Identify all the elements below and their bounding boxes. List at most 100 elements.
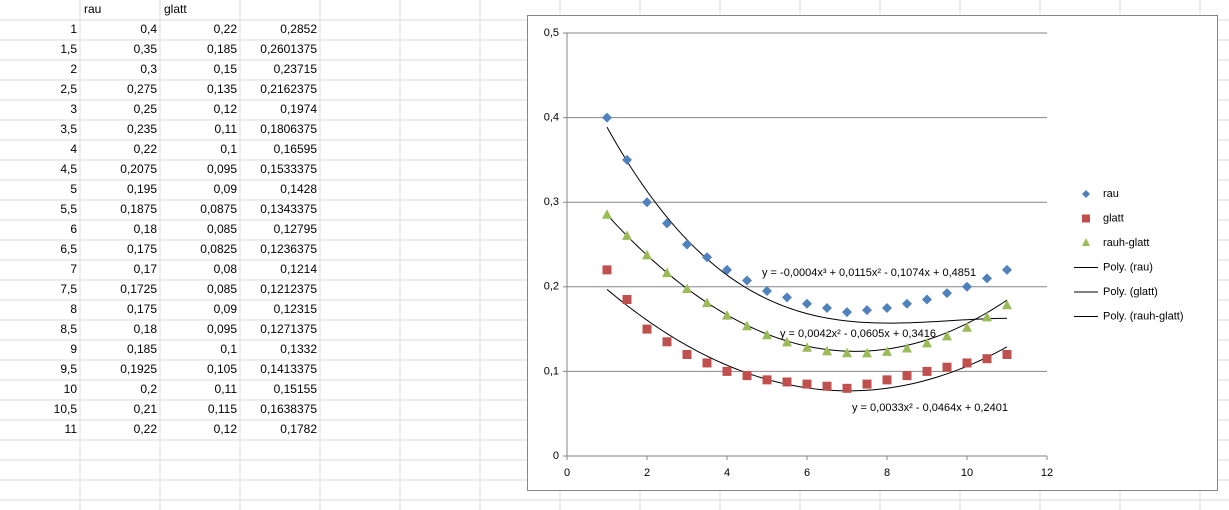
cell[interactable]: 0,085 — [207, 222, 237, 236]
cell[interactable]: 9 — [70, 342, 77, 356]
marker — [942, 330, 952, 341]
cell[interactable]: 0,175 — [127, 242, 157, 256]
cell[interactable]: 0,2075 — [120, 162, 157, 176]
cell[interactable]: 0,25 — [134, 102, 158, 116]
cell[interactable]: 0,15155 — [274, 382, 318, 396]
cell[interactable]: 0,2852 — [280, 22, 317, 36]
cell[interactable]: 3,5 — [60, 122, 77, 136]
cell[interactable]: 0,08 — [214, 262, 238, 276]
cell[interactable]: 0,1332 — [280, 342, 317, 356]
cell[interactable]: 0,275 — [127, 82, 157, 96]
cell[interactable]: 0,095 — [207, 322, 237, 336]
cell[interactable]: 0,1638375 — [260, 402, 317, 416]
cell[interactable]: 0,1343375 — [260, 202, 317, 216]
cell[interactable]: 0,1 — [220, 342, 237, 356]
cell[interactable]: 0,15 — [214, 62, 238, 76]
cell[interactable]: 1,5 — [60, 42, 77, 56]
cell[interactable]: 0,3 — [140, 62, 157, 76]
cell[interactable]: 5 — [70, 182, 77, 196]
cell[interactable]: 0,1236375 — [260, 242, 317, 256]
cell[interactable]: 0,1428 — [280, 182, 317, 196]
cell[interactable]: 0,16595 — [274, 142, 318, 156]
cell[interactable]: 0,175 — [127, 302, 157, 316]
header-cell[interactable]: rau — [84, 2, 101, 16]
cell[interactable]: 0,23715 — [274, 62, 318, 76]
marker — [662, 267, 672, 278]
cell[interactable]: 10,5 — [54, 402, 78, 416]
cell[interactable]: 0,09 — [214, 182, 238, 196]
x-tick-label: 10 — [961, 467, 973, 479]
cell[interactable]: 0,185 — [207, 42, 237, 56]
cell[interactable]: 0,1413375 — [260, 362, 317, 376]
cell[interactable]: 0,12795 — [274, 222, 318, 236]
cell[interactable]: 0,1725 — [120, 282, 157, 296]
cell[interactable]: 0,11 — [215, 382, 238, 396]
cell[interactable]: 0,1875 — [120, 202, 157, 216]
marker — [902, 298, 912, 309]
cell[interactable]: 0,18 — [134, 222, 158, 236]
cell[interactable]: 0,1 — [220, 142, 237, 156]
cell[interactable]: 0,2162375 — [260, 82, 317, 96]
cell[interactable]: 0,085 — [207, 282, 237, 296]
marker — [702, 358, 712, 368]
cell[interactable]: 0,11 — [215, 122, 238, 136]
cell[interactable]: 4,5 — [60, 162, 77, 176]
cell[interactable]: 0,115 — [208, 402, 237, 416]
cell[interactable]: 0,195 — [127, 182, 157, 196]
cell[interactable]: 0,18 — [134, 322, 158, 336]
cell[interactable]: 0,1214 — [280, 262, 317, 276]
cell[interactable]: 0,1782 — [280, 422, 317, 436]
cell[interactable]: 7 — [70, 262, 77, 276]
cell[interactable]: 0,21 — [134, 402, 158, 416]
header-cell[interactable]: glatt — [164, 2, 187, 16]
cell[interactable]: 4 — [70, 142, 77, 156]
cell[interactable]: 0,105 — [207, 362, 237, 376]
cell[interactable]: 0,135 — [207, 82, 237, 96]
cell[interactable]: 3 — [70, 102, 77, 116]
cell[interactable]: 9,5 — [60, 362, 77, 376]
cell[interactable]: 0,4 — [140, 22, 157, 36]
cell[interactable]: 7,5 — [60, 282, 77, 296]
marker — [742, 275, 752, 286]
cell[interactable]: 8,5 — [60, 322, 77, 336]
cell[interactable]: 8 — [70, 302, 77, 316]
cell[interactable]: 0,1806375 — [260, 122, 317, 136]
cell[interactable]: 0,1212375 — [260, 282, 317, 296]
cell[interactable]: 0,22 — [214, 22, 238, 36]
cell[interactable]: 0,1974 — [280, 102, 317, 116]
cell[interactable]: 6,5 — [60, 242, 77, 256]
cell[interactable]: 0,12 — [214, 422, 238, 436]
marker — [642, 249, 652, 260]
cell[interactable]: 0,0825 — [200, 242, 237, 256]
cell[interactable]: 6 — [70, 222, 77, 236]
cell[interactable]: 0,1271375 — [260, 322, 317, 336]
cell[interactable]: 0,12 — [214, 102, 238, 116]
cell[interactable]: 2,5 — [60, 82, 77, 96]
marker — [722, 264, 732, 275]
marker — [962, 358, 972, 368]
cell[interactable]: 0,2601375 — [260, 42, 317, 56]
cell[interactable]: 10 — [64, 382, 78, 396]
cell[interactable]: 0,185 — [127, 342, 157, 356]
marker — [722, 366, 732, 376]
cell[interactable]: 0,1925 — [120, 362, 157, 376]
cell[interactable]: 0,09 — [214, 302, 238, 316]
cell[interactable]: 5,5 — [60, 202, 77, 216]
marker — [882, 302, 892, 313]
marker — [922, 337, 932, 348]
cell[interactable]: 0,22 — [134, 142, 158, 156]
cell[interactable]: 0,2 — [140, 382, 157, 396]
cell[interactable]: 2 — [70, 62, 77, 76]
cell[interactable]: 0,235 — [127, 122, 157, 136]
cell[interactable]: 0,22 — [134, 422, 158, 436]
cell[interactable]: 0,095 — [207, 162, 237, 176]
cell[interactable]: 11 — [65, 422, 78, 436]
cell[interactable]: 0,1533375 — [260, 162, 317, 176]
chart[interactable]: 0 0,1 0,2 0,3 0,4 0,5 0 2 4 6 8 10 12 y = -0,0004x³ +… — [527, 15, 1218, 491]
cell[interactable]: 1 — [70, 22, 77, 36]
cell[interactable]: 0,35 — [134, 42, 158, 56]
cell[interactable]: 0,0875 — [200, 202, 237, 216]
cell[interactable]: 0,12315 — [274, 302, 318, 316]
cell[interactable]: 0,17 — [134, 262, 158, 276]
